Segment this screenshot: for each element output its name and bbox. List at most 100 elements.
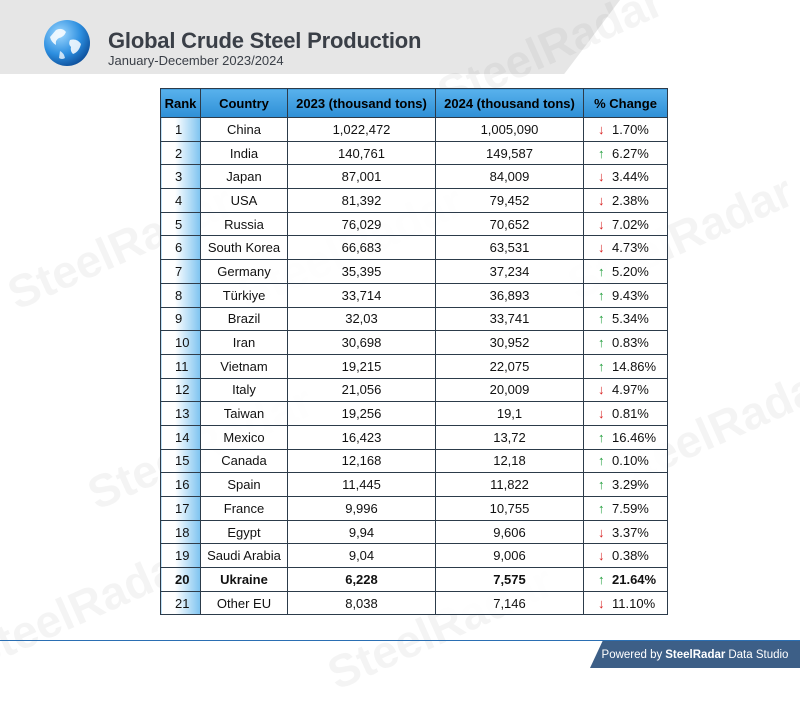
arrow-up-icon: ↑ — [598, 263, 605, 279]
value-2024-cell: 149,587 — [435, 140, 584, 166]
rank-cell: 18 — [160, 519, 201, 545]
change-value: 0.38% — [612, 548, 649, 564]
value-2023-cell: 33,714 — [287, 282, 436, 308]
country-cell: Other EU — [200, 590, 288, 616]
value-2023-cell: 30,698 — [287, 330, 436, 355]
country-cell: Ukraine — [200, 567, 288, 592]
change-cell: ↓ 1.70% — [583, 117, 668, 142]
change-cell: ↓ 2.38% — [583, 188, 668, 213]
rank-cell: 13 — [160, 401, 201, 426]
rank-cell: 12 — [160, 377, 201, 403]
value-2023-cell: 16,423 — [287, 424, 436, 450]
table-row: 20 Ukraine 6,228 7,575 ↑ 21.64% — [160, 567, 668, 592]
value-2024-cell: 19,1 — [435, 401, 584, 426]
value-2023-cell: 66,683 — [287, 235, 436, 261]
value-2023-cell: 32,03 — [287, 306, 436, 332]
change-cell: ↓ 4.73% — [583, 235, 668, 261]
value-2023-cell: 9,94 — [287, 519, 436, 545]
value-2024-cell: 11,822 — [435, 472, 584, 497]
change-cell: ↑ 14.86% — [583, 353, 668, 379]
page-title: Global Crude Steel Production — [108, 28, 422, 53]
value-2024-cell: 9,006 — [435, 543, 584, 569]
change-cell: ↑ 6.27% — [583, 140, 668, 166]
change-cell: ↑ 0.83% — [583, 330, 668, 355]
country-cell: Russia — [200, 211, 288, 237]
country-cell: Vietnam — [200, 353, 288, 379]
rank-cell: 14 — [160, 424, 201, 450]
change-cell: ↓ 3.44% — [583, 164, 668, 190]
value-2023-cell: 19,215 — [287, 353, 436, 379]
change-value: 0.10% — [612, 453, 649, 469]
change-value: 11.10% — [612, 595, 656, 611]
country-cell: France — [200, 496, 288, 521]
value-2023-cell: 6,228 — [287, 567, 436, 592]
value-2024-cell: 7,146 — [435, 590, 584, 616]
table-row: 14 Mexico 16,423 13,72 ↑ 16.46% — [160, 424, 668, 450]
rank-cell: 7 — [160, 259, 201, 284]
value-2023-cell: 140,761 — [287, 140, 436, 166]
value-2023-cell: 1,022,472 — [287, 117, 436, 142]
table-row: 19 Saudi Arabia 9,04 9,006 ↓ 0.38% — [160, 543, 668, 569]
change-value: 6.27% — [612, 145, 649, 161]
country-cell: India — [200, 140, 288, 166]
column-header-rank: Rank — [160, 88, 201, 118]
table-row: 5 Russia 76,029 70,652 ↓ 7.02% — [160, 211, 668, 237]
table-row: 1 China 1,022,472 1,005,090 ↓ 1.70% — [160, 117, 668, 142]
country-cell: Saudi Arabia — [200, 543, 288, 569]
rank-cell: 11 — [160, 353, 201, 379]
country-cell: Egypt — [200, 519, 288, 545]
value-2024-cell: 84,009 — [435, 164, 584, 190]
change-value: 2.38% — [612, 192, 649, 208]
table-row: 10 Iran 30,698 30,952 ↑ 0.83% — [160, 330, 668, 355]
rank-cell: 20 — [160, 567, 201, 592]
footer-credit: Powered by SteelRadar Data Studio — [590, 641, 800, 668]
change-value: 4.97% — [612, 382, 649, 398]
value-2024-cell: 33,741 — [435, 306, 584, 332]
rank-cell: 2 — [160, 140, 201, 166]
change-value: 3.37% — [612, 524, 649, 540]
country-cell: Mexico — [200, 424, 288, 450]
value-2023-cell: 8,038 — [287, 590, 436, 616]
table-row: 12 Italy 21,056 20,009 ↓ 4.97% — [160, 377, 668, 403]
arrow-down-icon: ↓ — [598, 121, 605, 137]
rank-cell: 3 — [160, 164, 201, 190]
country-cell: Italy — [200, 377, 288, 403]
change-cell: ↓ 0.81% — [583, 401, 668, 426]
column-header-change: % Change — [583, 88, 668, 118]
arrow-down-icon: ↓ — [598, 524, 605, 540]
value-2023-cell: 9,996 — [287, 496, 436, 521]
arrow-up-icon: ↑ — [598, 358, 605, 374]
value-2024-cell: 10,755 — [435, 496, 584, 521]
arrow-down-icon: ↓ — [598, 382, 605, 398]
change-cell: ↓ 11.10% — [583, 590, 668, 616]
country-cell: Canada — [200, 448, 288, 474]
production-table: Rank Country 2023 (thousand tons) 2024 (… — [160, 88, 668, 616]
footer-brand: SteelRadar — [665, 648, 726, 661]
rank-cell: 6 — [160, 235, 201, 261]
change-value: 1.70% — [612, 121, 649, 137]
table-header-row: Rank Country 2023 (thousand tons) 2024 (… — [160, 88, 668, 118]
table-row: 16 Spain 11,445 11,822 ↑ 3.29% — [160, 472, 668, 497]
change-cell: ↑ 16.46% — [583, 424, 668, 450]
arrow-down-icon: ↓ — [598, 169, 605, 185]
header-band — [0, 0, 620, 74]
country-cell: China — [200, 117, 288, 142]
rank-cell: 1 — [160, 117, 201, 142]
globe-icon — [42, 18, 92, 68]
table-row: 15 Canada 12,168 12,18 ↑ 0.10% — [160, 448, 668, 474]
value-2023-cell: 35,395 — [287, 259, 436, 284]
column-header-2023: 2023 (thousand tons) — [287, 88, 436, 118]
column-header-country: Country — [200, 88, 288, 118]
change-value: 7.02% — [612, 216, 649, 232]
value-2024-cell: 22,075 — [435, 353, 584, 379]
value-2023-cell: 12,168 — [287, 448, 436, 474]
country-cell: Türkiye — [200, 282, 288, 308]
value-2024-cell: 63,531 — [435, 235, 584, 261]
value-2023-cell: 21,056 — [287, 377, 436, 403]
table-row: 21 Other EU 8,038 7,146 ↓ 11.10% — [160, 590, 668, 616]
change-value: 4.73% — [612, 240, 649, 256]
table-row: 9 Brazil 32,03 33,741 ↑ 5.34% — [160, 306, 668, 332]
change-cell: ↑ 5.34% — [583, 306, 668, 332]
arrow-up-icon: ↑ — [598, 453, 605, 469]
arrow-down-icon: ↓ — [598, 192, 605, 208]
